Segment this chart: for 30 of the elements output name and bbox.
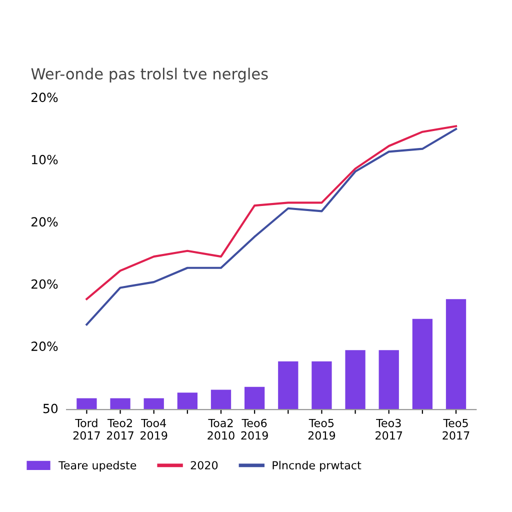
text: 20% (32, 279, 58, 289)
text: 50 (43, 404, 58, 414)
bar (378, 350, 399, 410)
text: 10% (32, 154, 58, 164)
bar (210, 390, 232, 410)
x-tick-label: Teo5 2017 (442, 418, 470, 440)
x-tick-label: Teo3 2017 (376, 418, 402, 440)
bar (144, 398, 164, 410)
x-tick-label: Toa2 2010 (208, 418, 234, 440)
bar (244, 386, 265, 410)
bar (177, 392, 198, 410)
bar (312, 361, 332, 410)
x-tick-label: Teo5 2019 (308, 418, 336, 440)
bar (278, 361, 298, 410)
bar (446, 299, 466, 410)
bar (110, 398, 130, 410)
text: 20% (32, 92, 58, 102)
chart-subtitle: Wer-onde pas trolsl tve nergles (31, 68, 268, 83)
bar (345, 350, 366, 410)
x-tick-label: Too4 2019 (140, 418, 168, 440)
legend-label: Teare upedste (58, 460, 136, 472)
bar (76, 398, 97, 410)
x-tick-label: Tord 2017 (73, 418, 100, 440)
bar (412, 318, 433, 410)
legend-label: Plncnde prwtact (272, 460, 362, 472)
legend-label: 2020 (190, 461, 218, 470)
x-tick-label: Teo2 2017 (106, 418, 134, 440)
text: 20% (32, 217, 58, 227)
x-tick-label: Teo6 2019 (241, 418, 268, 440)
text: 20% (32, 342, 58, 352)
